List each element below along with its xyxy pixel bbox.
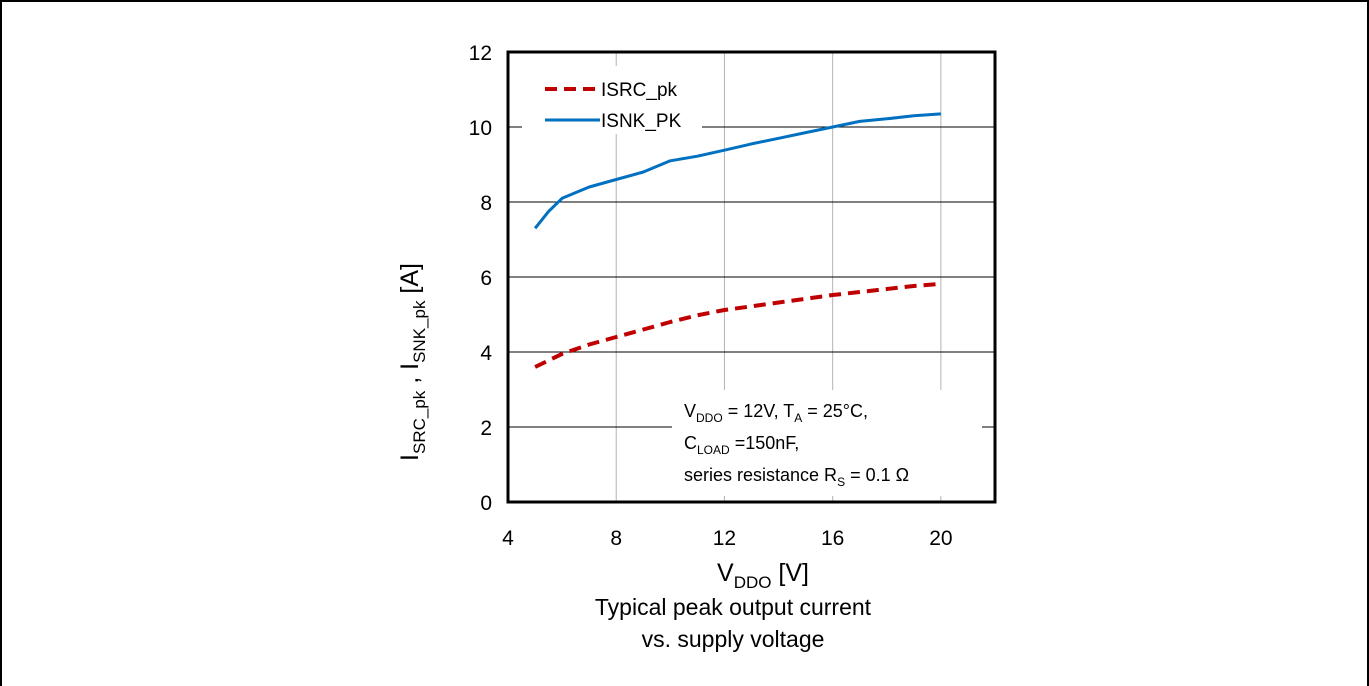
y-tick-label-2: 2 — [480, 417, 492, 440]
y-tick-label-8: 8 — [480, 192, 492, 215]
legend-background — [522, 66, 702, 134]
series-group — [533, 112, 942, 369]
y-tick-label-0: 0 — [480, 492, 492, 515]
annotation-line-3: series resistance RS = 0.1 Ω — [684, 465, 909, 489]
y-tick-label-4: 4 — [480, 342, 492, 365]
x-tick-labels: 4 8 12 16 20 — [502, 527, 952, 550]
legend-label-isrc: ISRC_pk — [601, 80, 678, 101]
annotation-box: VDDO = 12V, TA = 25°C, CLOAD =150nF, ser… — [672, 390, 982, 496]
y-tick-label-10: 10 — [469, 117, 492, 140]
y-tick-labels: 0 2 4 6 8 10 12 — [469, 42, 493, 515]
y-tick-label-6: 6 — [480, 267, 492, 290]
y-tick-label-12: 12 — [469, 42, 492, 65]
x-tick-label-4: 4 — [502, 527, 514, 550]
caption-line-1: Typical peak output current — [595, 594, 872, 620]
plot-frame — [506, 50, 997, 504]
x-tick-label-20: 20 — [929, 527, 952, 550]
series-line-isrc_pk — [534, 281, 942, 369]
series-line-isnk_pk — [533, 112, 942, 230]
caption-line-2: vs. supply voltage — [642, 626, 825, 652]
y-axis-title: ISRC_pk , ISNK_pk [A] — [396, 263, 429, 461]
x-tick-label-12: 12 — [713, 527, 736, 550]
annotation-background — [672, 390, 982, 496]
legend-label-isnk: ISNK_PK — [601, 111, 682, 132]
x-axis-title: VDDO [V] — [717, 559, 809, 592]
legend: ISRC_pk ISNK_PK — [522, 66, 702, 134]
x-tick-label-8: 8 — [610, 527, 622, 550]
annotation-line-2: CLOAD =150nF, — [684, 433, 799, 457]
annotation-line-1: VDDO = 12V, TA = 25°C, — [684, 401, 868, 425]
x-tick-label-16: 16 — [821, 527, 844, 550]
